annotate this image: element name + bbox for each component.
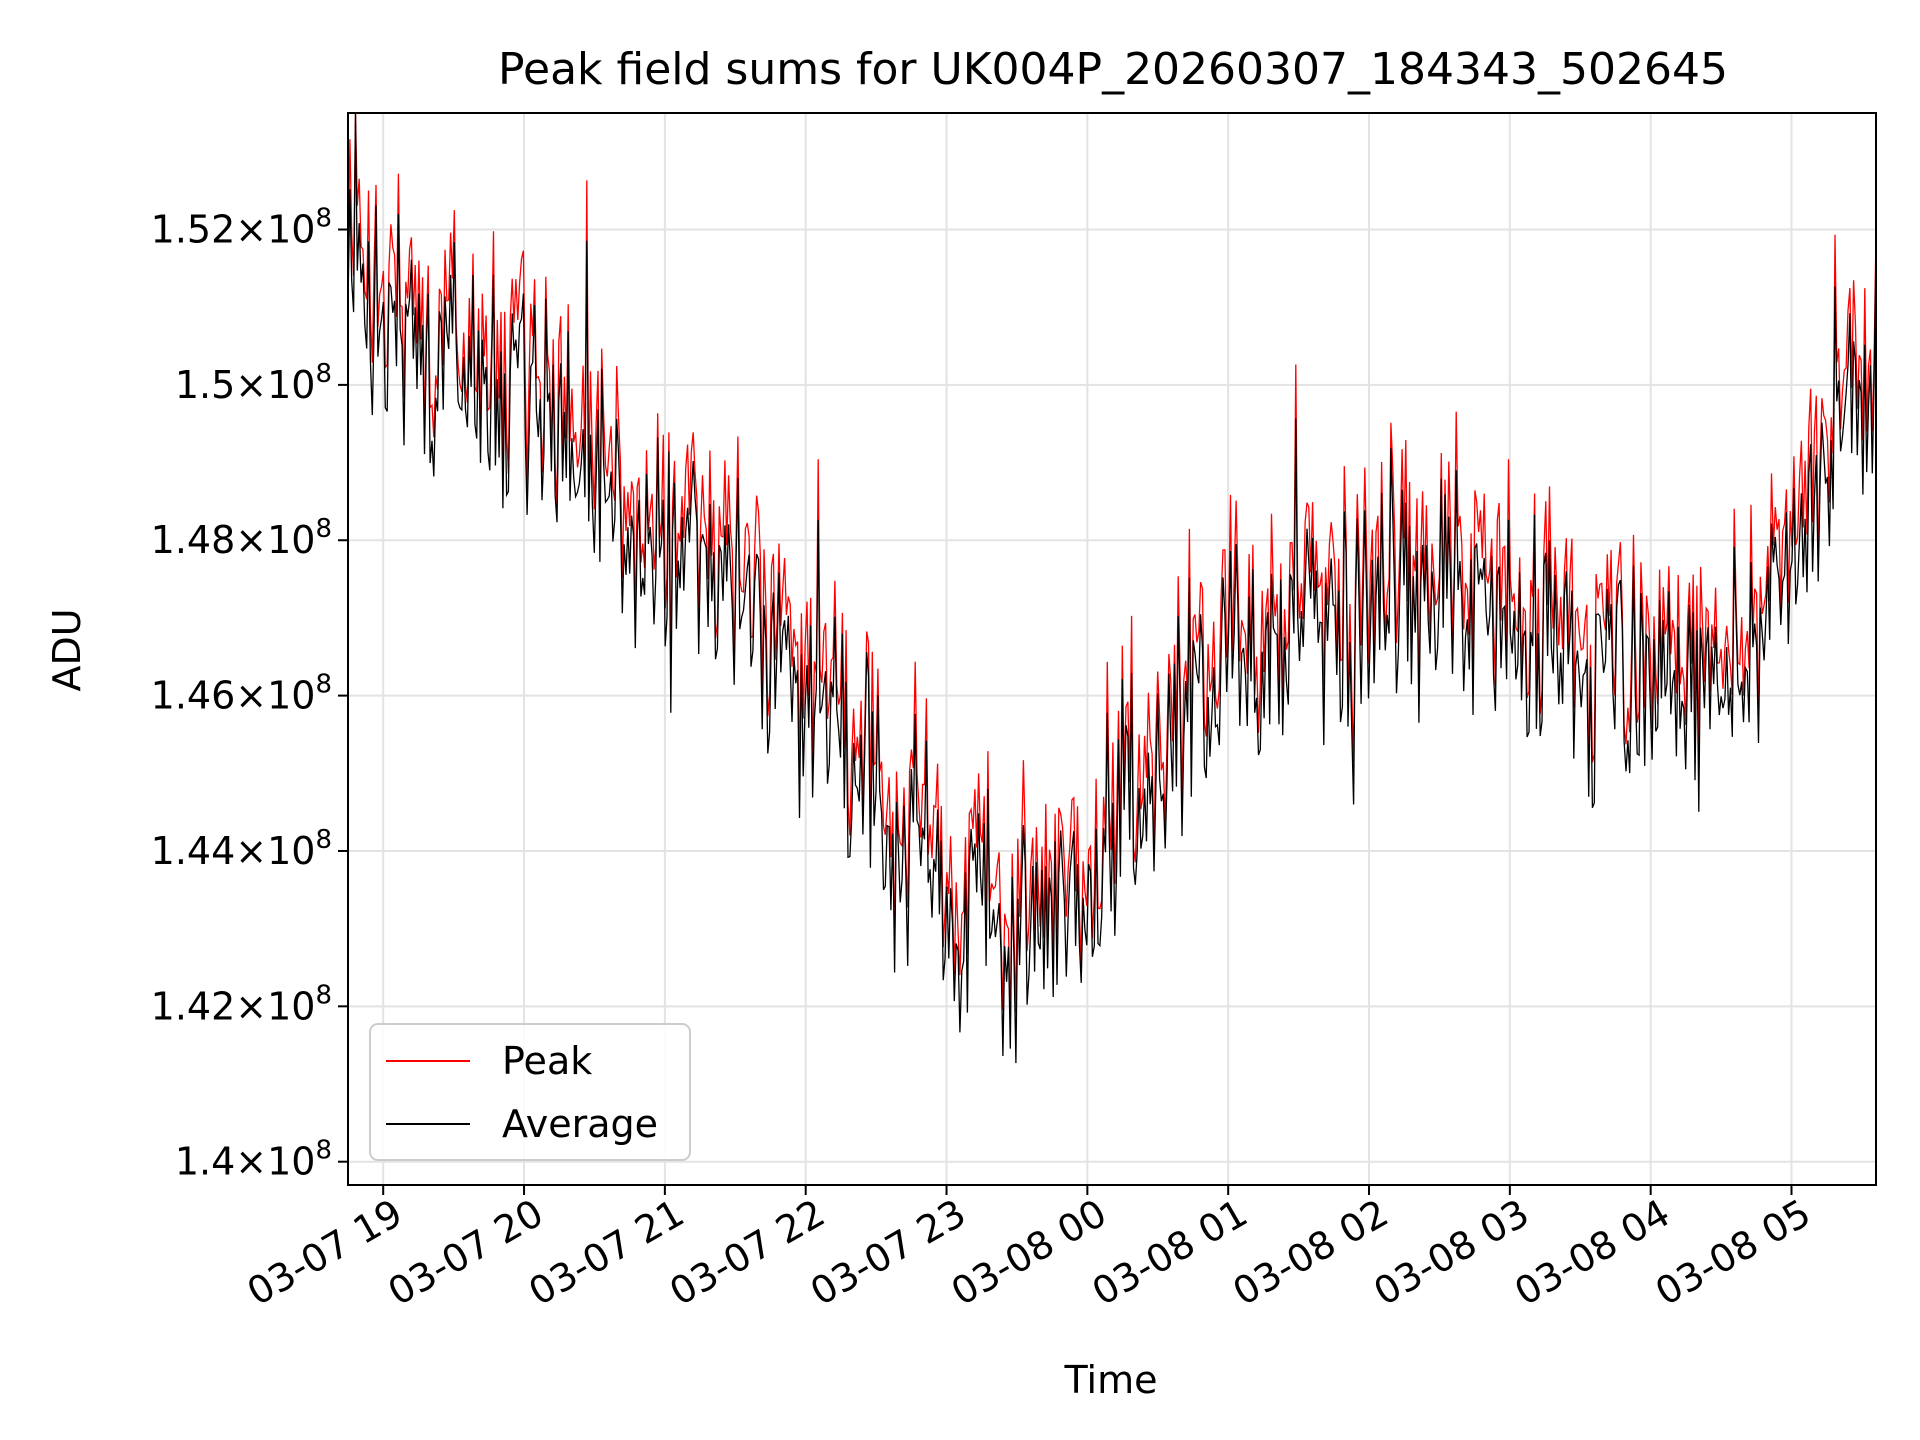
series-average-line <box>348 113 1876 1064</box>
legend-peak-label: Peak <box>502 1039 592 1083</box>
axes-frame <box>347 112 1877 1186</box>
x-axis-label: Time <box>1064 1358 1158 1402</box>
plot-area <box>348 113 1876 1064</box>
y-tick-label: 1.42×108 <box>151 980 332 1028</box>
y-axis-label: ADU <box>45 608 89 691</box>
y-tick-label: 1.44×108 <box>151 825 332 873</box>
y-tick-label: 1.48×108 <box>151 514 332 562</box>
legend-average-label: Average <box>502 1102 658 1146</box>
chart-title: Peak field sums for UK004P_20260307_1843… <box>498 44 1728 95</box>
legend-box <box>369 1023 691 1161</box>
y-tick-label: 1.4×108 <box>175 1136 332 1184</box>
y-tick-label: 1.52×108 <box>151 204 332 252</box>
y-axis: 1.4×108 1.42×108 1.44×108 1.46×108 1.48×108 1… <box>151 204 348 1184</box>
series-peak-line <box>348 113 1876 1026</box>
y-tick-label: 1.5×108 <box>175 359 332 407</box>
legend: Peak Average <box>369 1023 691 1161</box>
y-tick-label: 1.46×108 <box>151 670 332 718</box>
